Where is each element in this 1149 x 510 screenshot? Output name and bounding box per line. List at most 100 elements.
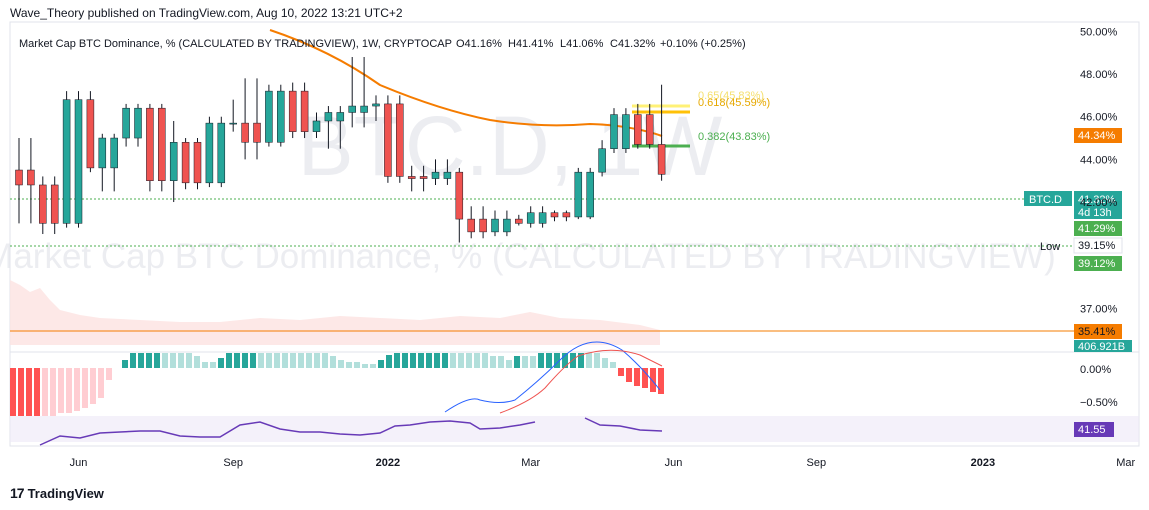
- legend-close: C41.32%: [610, 38, 655, 50]
- candle-body: [86, 99, 95, 169]
- publisher-header: Wave_Theory published on TradingView.com…: [10, 6, 403, 20]
- low-green-badge-label: 39.12%: [1078, 258, 1116, 270]
- price-tick-label: 44.00%: [1080, 154, 1118, 166]
- legend-change: +0.10% (+0.25%): [660, 38, 746, 50]
- legend-symbol: Market Cap BTC Dominance, % (CALCULATED …: [19, 38, 452, 50]
- candle-body: [39, 184, 47, 224]
- price-axis[interactable]: 50.00% 48.00% 46.00% 44.00% 42.00% 37.00%: [1080, 26, 1118, 315]
- candle-body: [110, 137, 118, 169]
- candle-body: [526, 212, 535, 224]
- candle-body: [479, 218, 487, 233]
- footer-brand[interactable]: 17 TradingView: [10, 485, 104, 501]
- candle-body: [241, 122, 249, 143]
- time-tick-label: 2023: [971, 457, 995, 469]
- candle-body: [146, 107, 154, 181]
- candle-body: [217, 122, 226, 184]
- macd-signal-line: [499, 349, 663, 414]
- candle-body: [586, 171, 594, 218]
- candle-body: [455, 171, 464, 220]
- fib-382-label: 0.382(43.83%): [698, 131, 770, 143]
- rsi-badge: [1074, 422, 1114, 437]
- candle-body: [193, 142, 202, 184]
- ma-badge-label: 44.34%: [1078, 130, 1116, 142]
- time-tick-label: Mar: [1116, 457, 1135, 469]
- legend-low: L41.06%: [560, 38, 604, 50]
- macd-zero-label: 0.00%: [1080, 364, 1111, 376]
- low-green-badge: [1074, 256, 1122, 271]
- price-badge-countdown: 4d 13h: [1078, 207, 1112, 219]
- volume-badge: [1074, 340, 1132, 352]
- ma-badge: [1074, 128, 1122, 143]
- candle-body: [550, 212, 559, 218]
- candle-body: [360, 105, 368, 113]
- brand-name: TradingView: [27, 485, 104, 501]
- macd-line: [444, 341, 661, 413]
- candle-body: [622, 114, 630, 149]
- candle-body: [324, 112, 333, 122]
- candle-body: [288, 90, 297, 132]
- orange-level-label: 35.41%: [1078, 326, 1116, 338]
- time-tick-label: Sep: [223, 457, 243, 469]
- time-tick-label: Mar: [521, 457, 540, 469]
- time-axis[interactable]: Jun Sep 2022 Mar Jun Sep 2023 Mar: [70, 457, 1136, 469]
- low-badge-label: 39.15%: [1078, 240, 1116, 252]
- price-badge: [1074, 191, 1122, 219]
- rsi-badge-label: 41.55: [1078, 424, 1106, 436]
- candle-body: [598, 148, 606, 173]
- support-badge-label: 41.29%: [1078, 223, 1116, 235]
- candle-body: [50, 184, 59, 224]
- candle-body: [158, 107, 166, 181]
- candle-body: [491, 218, 499, 233]
- support-badge: [1074, 221, 1122, 236]
- candle-body: [610, 114, 618, 149]
- candle-body: [181, 142, 190, 184]
- candle-body: [467, 218, 475, 233]
- candle-body: [253, 122, 261, 143]
- candle-body: [62, 99, 71, 224]
- candle-body: [265, 90, 273, 143]
- candle-body: [562, 212, 571, 218]
- price-chart[interactable]: BTC.D, 1W Market Cap BTC Dominance, % (C…: [0, 0, 1149, 484]
- candle-body: [384, 103, 392, 177]
- price-tick-label: 48.00%: [1080, 69, 1118, 81]
- candle-body: [574, 171, 583, 218]
- fib-65-label: 0.65(45.83%): [698, 90, 764, 102]
- candle-body: [74, 99, 83, 224]
- time-tick-label: Jun: [665, 457, 683, 469]
- symbol-badge: [1024, 191, 1072, 206]
- volume-area: [10, 280, 660, 345]
- macd-histogram: [10, 353, 664, 416]
- legend-open: O41.16%: [456, 38, 502, 50]
- candle-body: [538, 212, 547, 224]
- time-tick-label: Jun: [70, 457, 88, 469]
- watermark-description: Market Cap BTC Dominance, % (CALCULATED …: [0, 237, 1056, 276]
- candle-body: [348, 105, 356, 113]
- price-badge-value: 41.32%: [1078, 194, 1116, 206]
- candle-body: [503, 218, 511, 233]
- time-tick-label: 2022: [376, 457, 400, 469]
- macd-neg-label: −0.50%: [1080, 397, 1118, 409]
- candle-body: [27, 169, 35, 186]
- low-label: Low: [1040, 241, 1060, 253]
- candle-body: [634, 114, 642, 145]
- candle-body: [98, 137, 107, 169]
- symbol-badge-label: BTC.D: [1029, 194, 1062, 206]
- candle-body: [407, 176, 416, 179]
- rsi-line: [39, 417, 663, 446]
- candle-body: [657, 144, 666, 175]
- moving-average-line: [269, 29, 663, 137]
- candle-body: [312, 120, 321, 132]
- candle-body: [122, 107, 130, 139]
- price-tick-label: 46.00%: [1080, 112, 1118, 124]
- price-tick-label: 42.00%: [1080, 197, 1118, 209]
- price-tick-label: 50.00%: [1080, 26, 1118, 38]
- candle-body: [515, 218, 523, 224]
- fib-618-label: 0.618(45.59%): [698, 97, 770, 109]
- candle-body: [169, 142, 178, 181]
- candle-body: [336, 112, 345, 122]
- rsi-band: [10, 416, 1139, 442]
- candle-body: [443, 171, 452, 179]
- low-badge: [1073, 237, 1123, 254]
- price-tick-label: 37.00%: [1080, 304, 1118, 316]
- tradingview-logo-icon: 17: [10, 485, 25, 501]
